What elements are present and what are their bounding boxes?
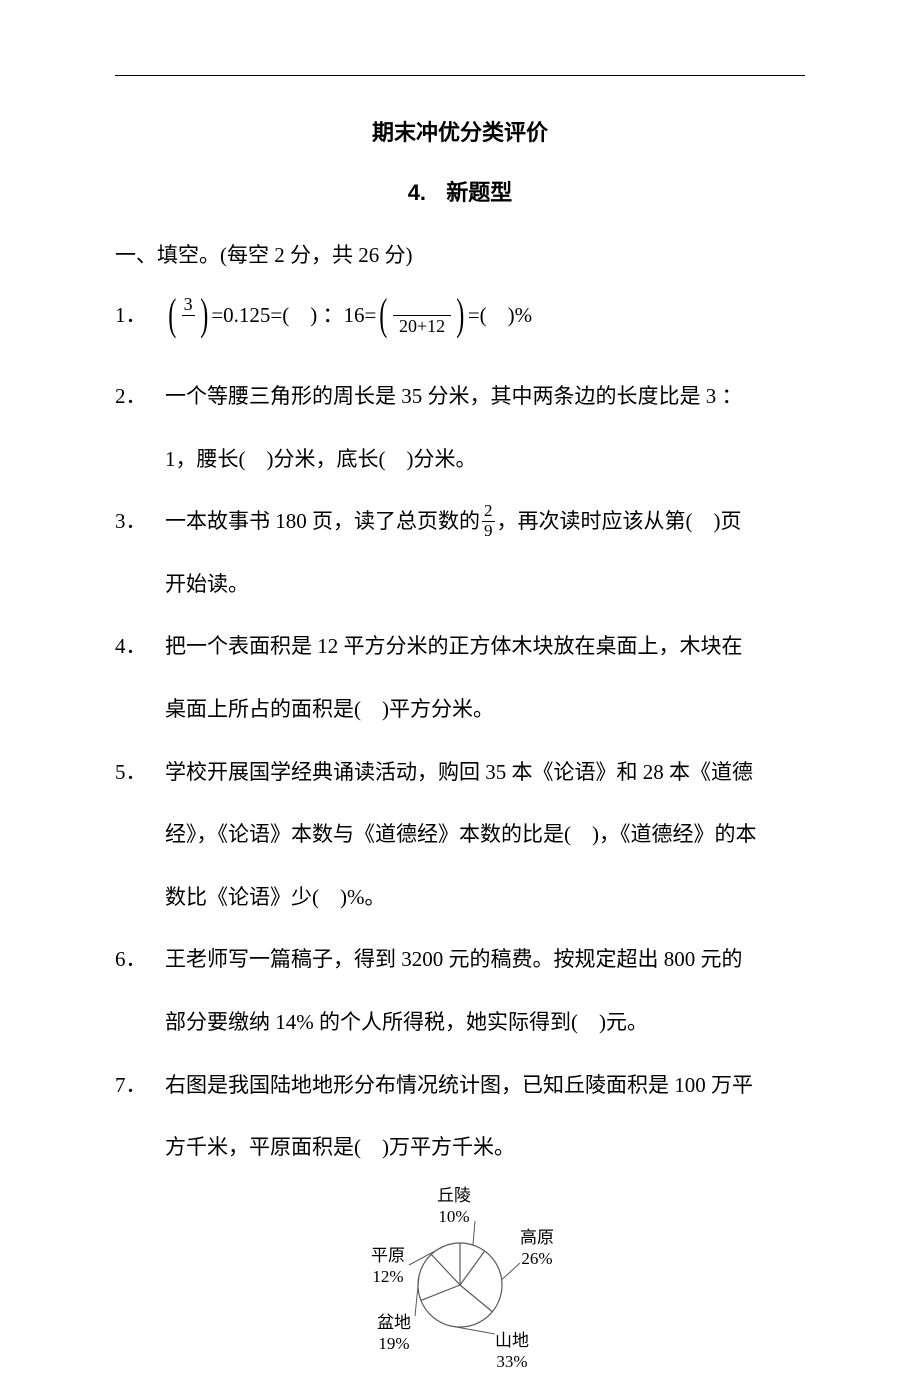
q7-number: 7． [115,1058,165,1113]
q5-line2: 经》，《论语》本数与《道德经》本数的比是( )，《道德经》的本 [165,807,805,862]
q3-post: ，再次读时应该从第( )页 [497,509,742,533]
page-title: 期末冲优分类评价 [115,115,805,147]
frac-den [182,315,195,337]
frac-num: 2 [482,502,495,521]
page-subtitle: 4. 新题型 [115,175,805,207]
pie-label: 高原26% [520,1227,554,1270]
pie-chart-container: 丘陵10% 高原26% 山地33% 盆地19% 平原12% [115,1185,805,1375]
q3-body: 一本故事书 180 页，读了总页数的29，再次读时应该从第( )页 [165,494,805,549]
pie-label: 丘陵10% [437,1185,471,1228]
q2-line1: 一个等腰三角形的周长是 35 分米，其中两条边的长度比是 3 ： [165,369,805,424]
question-6: 6． 王老师写一篇稿子，得到 3200 元的稿费。按规定超出 800 元的 [115,932,805,987]
question-5: 5． 学校开展国学经典诵读活动，购回 35 本《论语》和 28 本《道德 [115,745,805,800]
q7-line1: 右图是我国陆地地形分布情况统计图，已知丘陵面积是 100 万平 [165,1058,805,1113]
terrain-pie-chart: 丘陵10% 高原26% 山地33% 盆地19% 平原12% [345,1185,575,1375]
question-1: 1． ( 3 ) =0.125=( ) ：16= ( 20+12 ) =( )% [115,291,805,339]
q3-pre: 一本故事书 180 页，读了总页数的 [165,509,480,533]
page-content: 期末冲优分类评价 4. 新题型 一、填空。(每空 2 分，共 26 分) 1． … [115,115,805,1375]
page-top-rule [115,75,805,76]
q1-text-2: =( )% [468,305,532,326]
section-header: 一、填空。(每空 2 分，共 26 分) [115,239,805,269]
right-paren-icon: ) [456,295,464,335]
frac-num [418,294,427,315]
question-4: 4． 把一个表面积是 12 平方分米的正方体木块放在桌面上，木块在 [115,619,805,674]
q1-fraction-2: 20+12 [393,294,451,336]
q4-line2: 桌面上所占的面积是( )平方分米。 [165,682,805,737]
q3-line2: 开始读。 [165,557,805,612]
q1-text-1: =0.125=( ) ：16= [211,305,376,326]
left-paren-icon: ( [380,295,388,335]
pie-label: 平原12% [371,1245,405,1288]
q2-number: 2． [115,369,165,424]
left-paren-icon: ( [168,295,176,335]
q2-line2: 1，腰长( )分米，底长( )分米。 [165,432,805,487]
q5-line1: 学校开展国学经典诵读活动，购回 35 本《论语》和 28 本《道德 [165,745,805,800]
frac-den: 20+12 [393,315,451,337]
q4-number: 4． [115,619,165,674]
question-7: 7． 右图是我国陆地地形分布情况统计图，已知丘陵面积是 100 万平 [115,1058,805,1113]
pie-label: 山地33% [495,1330,529,1373]
q4-line1: 把一个表面积是 12 平方分米的正方体木块放在桌面上，木块在 [165,619,805,674]
q3-fraction: 29 [482,502,495,540]
q6-number: 6． [115,932,165,987]
subtitle-number: 4. [408,180,426,205]
q5-number: 5． [115,745,165,800]
q6-line2: 部分要缴纳 14% 的个人所得税，她实际得到( )元。 [165,995,805,1050]
question-2: 2． 一个等腰三角形的周长是 35 分米，其中两条边的长度比是 3 ： [115,369,805,424]
q6-line1: 王老师写一篇稿子，得到 3200 元的稿费。按规定超出 800 元的 [165,932,805,987]
frac-den: 9 [482,521,495,541]
q1-fraction-1: 3 [182,294,195,336]
q7-line2: 方千米，平原面积是( )万平方千米。 [165,1120,805,1175]
right-paren-icon: ) [200,295,208,335]
question-3: 3． 一本故事书 180 页，读了总页数的29，再次读时应该从第( )页 [115,494,805,549]
q3-number: 3． [115,494,165,549]
subtitle-text: 新题型 [446,180,512,205]
pie-label: 盆地19% [377,1312,411,1355]
q1-number: 1． [115,305,165,326]
frac-num: 3 [182,294,195,315]
q5-line3: 数比《论语》少( )%。 [165,870,805,925]
